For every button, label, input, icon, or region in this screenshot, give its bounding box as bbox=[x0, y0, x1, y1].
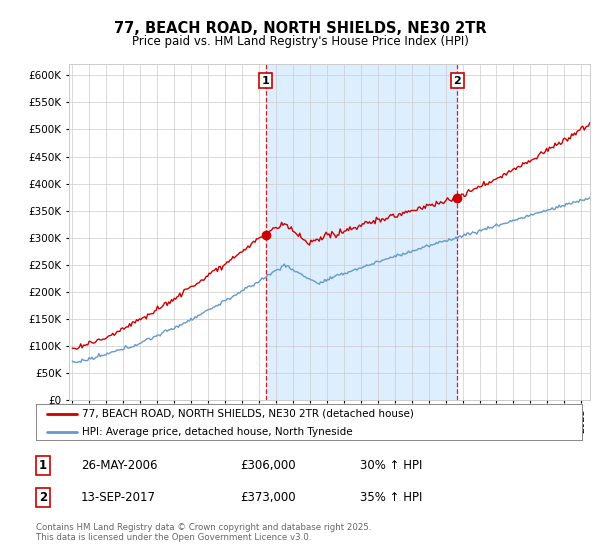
Text: £373,000: £373,000 bbox=[240, 491, 296, 504]
Text: 77, BEACH ROAD, NORTH SHIELDS, NE30 2TR: 77, BEACH ROAD, NORTH SHIELDS, NE30 2TR bbox=[113, 21, 487, 36]
Text: £306,000: £306,000 bbox=[240, 459, 296, 473]
Text: 2: 2 bbox=[454, 76, 461, 86]
Text: 77, BEACH ROAD, NORTH SHIELDS, NE30 2TR (detached house): 77, BEACH ROAD, NORTH SHIELDS, NE30 2TR … bbox=[82, 409, 414, 419]
Text: Contains HM Land Registry data © Crown copyright and database right 2025.
This d: Contains HM Land Registry data © Crown c… bbox=[36, 523, 371, 543]
Bar bbox=[266, 64, 457, 400]
Text: 1: 1 bbox=[39, 459, 47, 473]
Text: 13-SEP-2017: 13-SEP-2017 bbox=[81, 491, 156, 504]
Text: HPI: Average price, detached house, North Tyneside: HPI: Average price, detached house, Nort… bbox=[82, 427, 353, 437]
Text: 26-MAY-2006: 26-MAY-2006 bbox=[81, 459, 157, 473]
Text: 2: 2 bbox=[39, 491, 47, 504]
Text: 1: 1 bbox=[262, 76, 269, 86]
Text: 35% ↑ HPI: 35% ↑ HPI bbox=[360, 491, 422, 504]
Text: 30% ↑ HPI: 30% ↑ HPI bbox=[360, 459, 422, 473]
Text: Price paid vs. HM Land Registry's House Price Index (HPI): Price paid vs. HM Land Registry's House … bbox=[131, 35, 469, 48]
